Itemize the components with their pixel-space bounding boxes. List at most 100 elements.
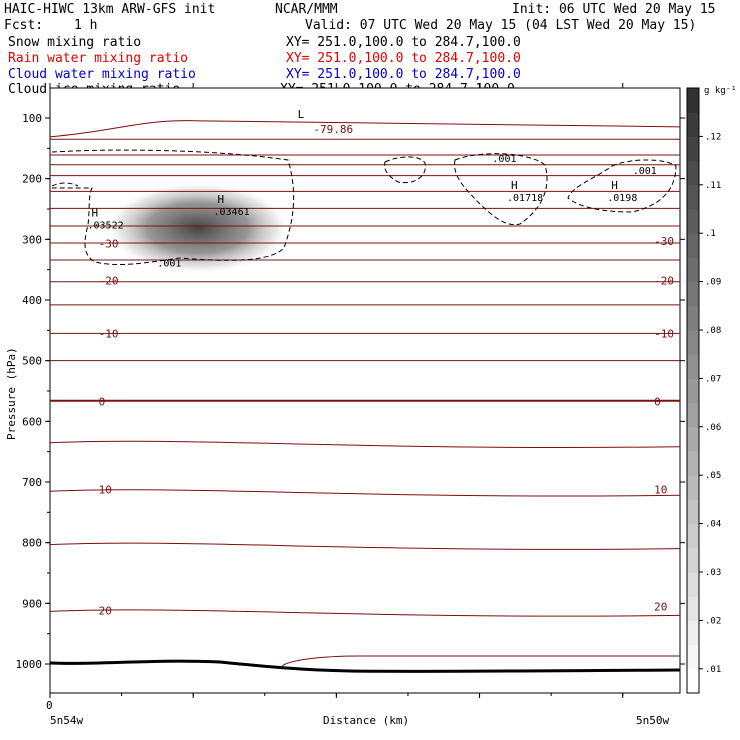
- y-tick-label: 400: [22, 294, 42, 307]
- contour-label: .001: [633, 166, 657, 177]
- colorbar-tick-label: .01: [705, 665, 721, 675]
- colorbar-segment: [687, 451, 699, 476]
- colorbar-tick-label: .02: [705, 616, 721, 626]
- colorbar-segment: [687, 184, 699, 210]
- colorbar-tick-label: .05: [705, 471, 721, 481]
- field-name-cloud-water: Cloud water mixing ratio: [8, 67, 196, 82]
- colorbar: .01 .02 .03 .04 .05 .06 .07 .08 .09 .1 .11 .12: [686, 87, 721, 694]
- field-name-snow: Snow mixing ratio: [8, 35, 141, 50]
- contour-label: .001: [157, 258, 181, 269]
- colorbar-segment: [687, 257, 699, 283]
- colorbar-segment: [687, 354, 699, 379]
- y-axis-label: Pressure (hPa): [5, 347, 18, 440]
- ice-contour-small: [384, 156, 426, 184]
- isotherm-label: -30: [99, 238, 119, 251]
- isotherm-label: -10: [654, 327, 674, 340]
- field-xy-cloud-water: XY= 251.0,100.0 to 284.7,100.0: [286, 67, 521, 82]
- isotherm-label: -30: [654, 235, 674, 248]
- isotherm-label: 10: [99, 483, 112, 496]
- colorbar-tick-label: .12: [705, 132, 721, 142]
- colorbar-segment: [687, 572, 699, 597]
- isotherm-line: [49, 542, 681, 550]
- field-xy-rain: XY= 251.0,100.0 to 284.7,100.0: [286, 51, 521, 66]
- surface-line: [49, 655, 681, 673]
- isotherm-label: -79.86: [313, 123, 353, 136]
- colorbar-segment: [687, 330, 699, 355]
- surface-thick-line: [49, 659, 681, 673]
- init-label: Init: 06 UTC Wed 20 May 15: [512, 2, 716, 17]
- isotherm-line: [49, 120, 681, 138]
- colorbar-segment: [687, 668, 699, 694]
- y-tick-label: 800: [22, 537, 42, 550]
- extremum-kind: H: [511, 179, 518, 192]
- field-name-rain: Rain water mixing ratio: [8, 51, 188, 66]
- colorbar-segment: [687, 233, 699, 258]
- colorbar-segment: [687, 499, 699, 525]
- snow-shading: [106, 182, 290, 274]
- colorbar-segment: [687, 88, 699, 113]
- isotherm-label: 0: [99, 395, 106, 408]
- isotherm-lines: [49, 120, 681, 617]
- x-end-label-left: 5n54w: [50, 714, 83, 727]
- y-tick-label: 700: [22, 476, 42, 489]
- colorbar-segment: [687, 160, 699, 186]
- extremum-value: .0198: [607, 193, 637, 204]
- field-xy-snow: XY= 251.0,100.0 to 284.7,100.0: [286, 35, 521, 50]
- snow-blob: [106, 182, 290, 274]
- plot-frame: [49, 87, 681, 694]
- contour-label: .001: [492, 154, 516, 165]
- isotherm-line: [49, 489, 681, 497]
- isotherm-line: [49, 609, 681, 617]
- colorbar-tick-label: .09: [705, 278, 721, 288]
- colorbar-tick-label: .1: [705, 229, 716, 239]
- isotherm-labels: -79.86 -30 -30 -20 -20 -10 -10 0 0 10 10 20 20: [99, 123, 674, 618]
- y-tick-label: 1000: [16, 658, 43, 671]
- isotherm-label: 20: [99, 605, 112, 618]
- colorbar-segment: [687, 378, 699, 404]
- colorbar-segment: [687, 475, 699, 500]
- fcst-label: Fcst:: [4, 18, 43, 33]
- ice-contour-right-b: [567, 159, 677, 213]
- colorbar-tick-label: .07: [705, 374, 721, 384]
- ice-contour-right-a: [454, 153, 548, 226]
- y-tick-label: 100: [22, 112, 42, 125]
- cloud-ice-contours: [51, 149, 677, 266]
- colorbar-tick-label: .11: [705, 181, 721, 191]
- extremum-kind: H: [218, 193, 225, 206]
- colorbar-segment: [687, 402, 699, 428]
- extremum-kind: H: [92, 206, 99, 219]
- isotherm-line: [49, 440, 681, 448]
- colorbar-tick-label: .04: [705, 520, 721, 530]
- fcst-value: 1 h: [74, 18, 97, 33]
- isotherm-label: 20: [654, 600, 667, 613]
- valid-label: Valid: 07 UTC Wed 20 May 15 (04 LST Wed …: [305, 18, 696, 33]
- distance-axis: [49, 83, 624, 698]
- x-axis-label: Distance (km): [323, 714, 409, 727]
- ice-contour-main: [51, 149, 295, 266]
- colorbar-segment: [687, 136, 699, 162]
- isotherm-label: -10: [99, 327, 119, 340]
- y-tick-label: 200: [22, 173, 42, 186]
- y-tick-label: 500: [22, 355, 42, 368]
- extremum-kind: L: [298, 108, 305, 121]
- org-label: NCAR/MMM: [275, 2, 338, 17]
- model-title: HAIC-HIWC 13km ARW-GFS init: [4, 2, 215, 17]
- colorbar-segment: [687, 547, 699, 573]
- colorbar-tick-label: .03: [705, 568, 721, 578]
- colorbar-segment: [687, 281, 699, 307]
- colorbar-segment: [687, 426, 699, 452]
- surface-isotherm-line: [281, 655, 680, 667]
- colorbar-segment: [687, 523, 699, 549]
- x-tick-zero: 0: [46, 699, 53, 712]
- colorbar-frame: [686, 87, 700, 694]
- colorbar-segment: [687, 620, 699, 646]
- colorbar-segment: [687, 596, 699, 621]
- extremum-value: .03461: [214, 207, 250, 218]
- ice-contour-edge: [51, 182, 79, 187]
- colorbar-segment: [687, 112, 699, 137]
- colorbar-unit: g kg⁻¹: [704, 86, 737, 96]
